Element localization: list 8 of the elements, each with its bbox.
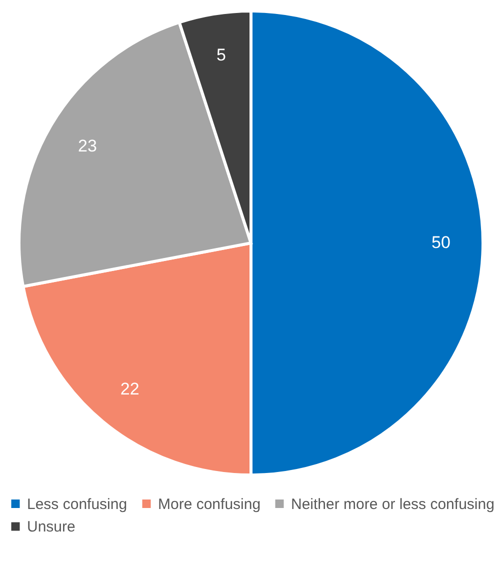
legend-label: Unsure [27,518,76,536]
legend-label: Neither more or less confusing [291,496,494,513]
data-label: 5 [216,45,226,64]
data-label: 22 [120,379,140,398]
legend-label: More confusing [158,496,261,513]
legend-label: Less confusing [27,496,128,513]
data-label: 23 [78,136,97,156]
data-label: 50 [432,233,450,252]
